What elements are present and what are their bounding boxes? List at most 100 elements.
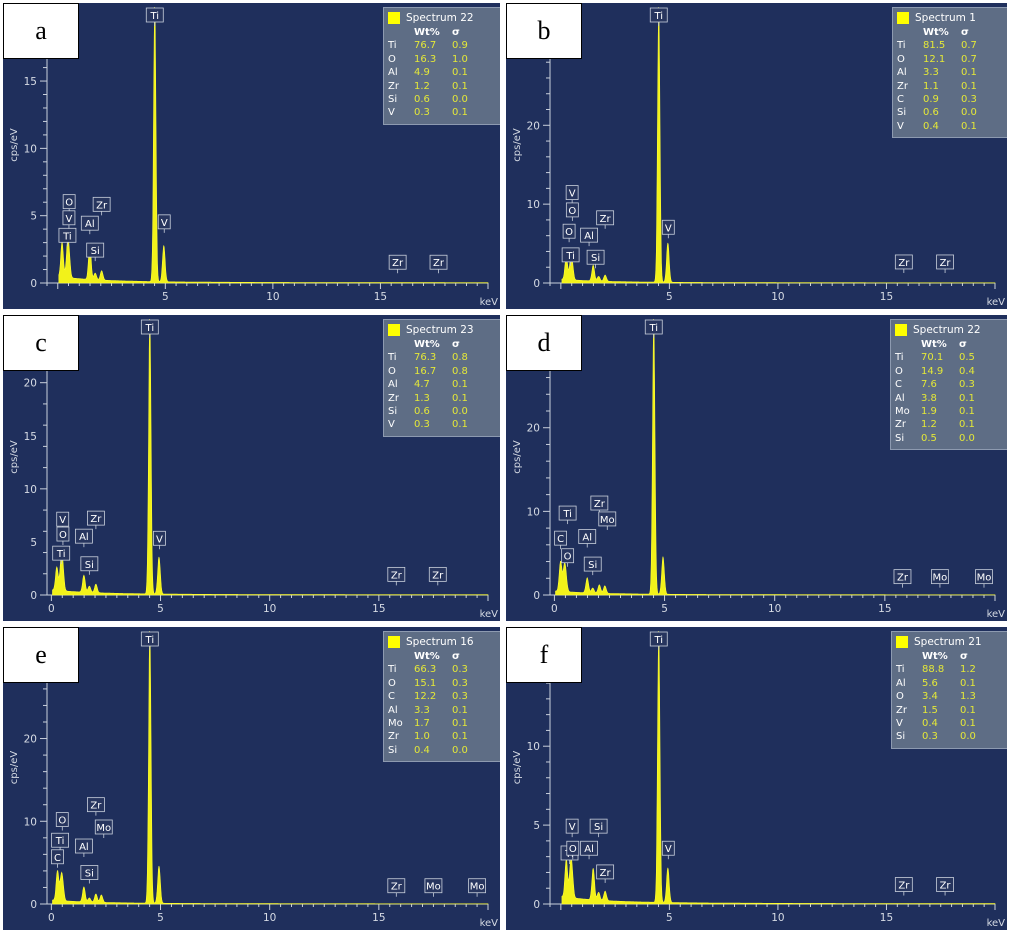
composition-row: Ti 66.3 0.3 bbox=[388, 663, 488, 676]
peak-label-box bbox=[388, 254, 407, 270]
wt-value: 0.5 bbox=[921, 432, 937, 444]
x-tick-label: 5 bbox=[157, 912, 164, 924]
composition-row: Al 4.7 0.1 bbox=[388, 378, 488, 391]
sigma-value: 0.1 bbox=[452, 107, 468, 119]
spectrum-name: Spectrum 1 bbox=[915, 11, 976, 24]
composition-row: V 0.4 0.1 bbox=[896, 717, 996, 730]
sigma-value: 0.1 bbox=[961, 80, 977, 92]
y-tick-label: 10 bbox=[527, 199, 540, 211]
composition-legend: Spectrum 23 Wt% σ Ti 76.3 0.8 O 16.7 0.8 Al 4.7 0.1… bbox=[383, 319, 500, 437]
header-wt: Wt% bbox=[922, 651, 948, 662]
sigma-value: 0.5 bbox=[959, 352, 975, 364]
peak-label-text: Zr bbox=[96, 200, 108, 211]
x-tick-label: 10 bbox=[771, 291, 784, 303]
panel-letter: a bbox=[3, 3, 79, 59]
x-tick-label: 5 bbox=[666, 912, 673, 924]
peak-label-zr: Zr bbox=[387, 566, 406, 586]
peak-label-text: V bbox=[161, 218, 168, 229]
sigma-value: 0.8 bbox=[452, 352, 468, 364]
peak-label-text: Zr bbox=[433, 258, 445, 269]
peak-label-zr: Zr bbox=[894, 254, 913, 273]
peak-label-zr: Zr bbox=[596, 864, 615, 883]
x-tick-label: 10 bbox=[771, 912, 784, 924]
header-wt: Wt% bbox=[414, 651, 440, 662]
x-tick-label: 15 bbox=[880, 291, 893, 303]
peak-label-mo: Mo bbox=[94, 819, 113, 838]
peak-label-text: Mo bbox=[426, 882, 441, 893]
peak-label-zr: Zr bbox=[387, 878, 406, 897]
sigma-value: 0.1 bbox=[961, 120, 977, 132]
peak-label-zr: Zr bbox=[893, 569, 912, 588]
element-name: Ti bbox=[388, 40, 397, 52]
y-tick-label: 5 bbox=[30, 537, 37, 549]
wt-value: 88.8 bbox=[922, 664, 945, 676]
composition-row: C 12.2 0.3 bbox=[388, 690, 488, 703]
peak-label-text: O bbox=[564, 552, 572, 563]
wt-value: 1.3 bbox=[414, 392, 430, 404]
peak-label-text: Zr bbox=[90, 514, 102, 525]
peak-label-box bbox=[598, 511, 617, 527]
composition-row: Al 4.9 0.1 bbox=[388, 66, 488, 79]
composition-table: Wt% σ Ti 76.7 0.9 O 16.3 1.0 Al 4.9 0.1 Zr 1.2 0.1 Si 0… bbox=[388, 26, 488, 120]
peak-label-text: V bbox=[569, 822, 576, 833]
panel-letter: c bbox=[3, 315, 79, 371]
peak-label-al: Al bbox=[580, 227, 598, 247]
legend-header: Spectrum 16 bbox=[388, 634, 496, 649]
peak-label-text: Zr bbox=[432, 570, 444, 581]
wt-value: 0.4 bbox=[414, 744, 430, 756]
peak-label-zr: Zr bbox=[429, 254, 448, 274]
peak-label-o: O bbox=[562, 223, 576, 243]
peak-label-text: O bbox=[569, 844, 577, 855]
peak-label-ti: Ti bbox=[145, 7, 164, 26]
header-blank bbox=[388, 650, 414, 663]
composition-row: O 15.1 0.3 bbox=[388, 677, 488, 690]
wt-value: 0.9 bbox=[923, 94, 939, 106]
peak-label-text: Mo bbox=[96, 823, 111, 834]
peak-label-si: Si bbox=[583, 556, 602, 576]
element-name: Zr bbox=[388, 80, 399, 92]
spectrum-name: Spectrum 22 bbox=[406, 11, 474, 24]
composition-row: O 14.9 0.4 bbox=[895, 365, 995, 378]
peak-label-mo: Mo bbox=[975, 569, 993, 588]
composition-row: Al 3.8 0.1 bbox=[895, 392, 995, 405]
peak-label-text: Ti bbox=[653, 11, 663, 22]
peak-label-box bbox=[56, 526, 70, 542]
peak-label-text: Si bbox=[85, 560, 94, 571]
wt-value: 81.5 bbox=[923, 40, 946, 52]
y-tick-label: 0 bbox=[533, 899, 540, 911]
sigma-value: 0.0 bbox=[959, 432, 975, 444]
peak-label-ti: Ti bbox=[140, 631, 159, 650]
composition-row: Zr 1.5 0.1 bbox=[896, 704, 996, 717]
wt-value: 0.6 bbox=[923, 107, 939, 119]
wt-value: 1.2 bbox=[921, 419, 937, 431]
header-blank bbox=[897, 26, 923, 39]
spectrum-panel-c: c Spectrum 23 Wt% σ Ti 76.3 0.8 O 16.7 0.8 Al 4.7 0.… bbox=[3, 315, 500, 621]
peak-label-text: V bbox=[569, 189, 576, 200]
peak-label-zr: Zr bbox=[388, 254, 407, 274]
peak-label-text: Ti bbox=[653, 635, 663, 646]
x-tick-label: 15 bbox=[372, 603, 385, 615]
peak-label-text: Si bbox=[594, 822, 603, 833]
x-axis-label: keV bbox=[480, 609, 499, 620]
wt-value: 1.2 bbox=[414, 80, 430, 92]
y-tick-label: 10 bbox=[24, 816, 37, 828]
sigma-value: 0.1 bbox=[452, 379, 468, 391]
sigma-value: 0.0 bbox=[960, 731, 976, 743]
composition-row: O 12.1 0.7 bbox=[897, 53, 997, 66]
spectrum-panel-f: f Spectrum 21 Wt% σ Ti 88.8 1.2 Al 5.6 0.1 O 3.4 1.3… bbox=[506, 627, 1007, 930]
peak-label-mo: Mo bbox=[598, 511, 617, 530]
sigma-value: 1.2 bbox=[960, 664, 976, 676]
peak-label-text: O bbox=[65, 198, 73, 209]
wt-value: 1.5 bbox=[922, 704, 938, 716]
x-tick-label: 15 bbox=[372, 912, 385, 924]
peak-label-text: Si bbox=[85, 868, 94, 879]
legend-header: Spectrum 23 bbox=[388, 322, 496, 337]
peak-label-o: O bbox=[62, 194, 76, 213]
axes: 0 5 10 15 0 10 20 keV cps/eV bbox=[512, 319, 1005, 620]
element-name: V bbox=[897, 120, 904, 132]
header-blank bbox=[388, 338, 414, 351]
composition-row: Ti 76.3 0.8 bbox=[388, 351, 488, 364]
wt-value: 0.3 bbox=[414, 419, 430, 431]
composition-row: V 0.4 0.1 bbox=[897, 120, 997, 133]
